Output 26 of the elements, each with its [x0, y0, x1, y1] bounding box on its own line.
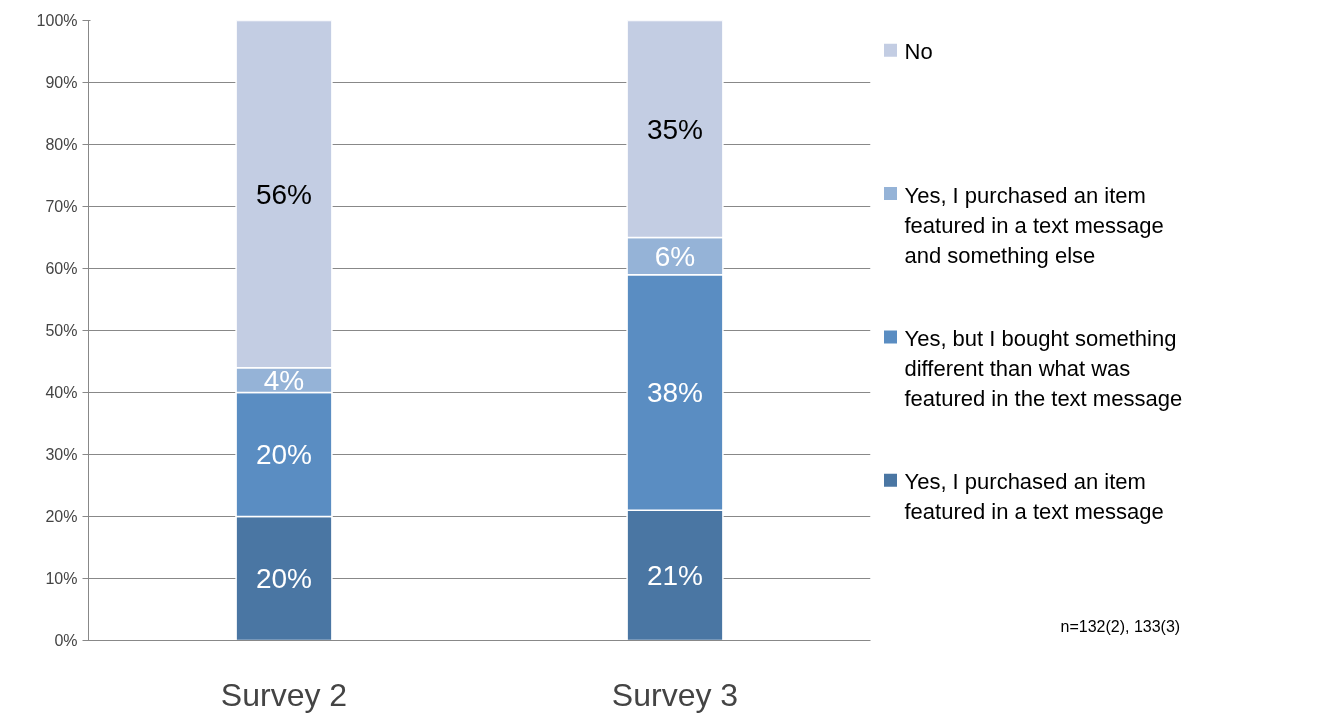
text: n=132(2), 133(3): [1060, 617, 1181, 635]
y-tick-label: 70%: [45, 198, 78, 215]
x-tick-label: Survey 3: [611, 676, 739, 713]
legend-label: Yes, I purchased an item featured in a text message and something else: [904, 182, 1164, 268]
data-label: 20%: [255, 563, 313, 594]
y-tick-label: 60%: [45, 260, 78, 277]
data-label: 21%: [646, 559, 704, 591]
data-label: 6%: [654, 240, 696, 272]
data-label: 35%: [646, 113, 704, 145]
data-label: 38%: [646, 377, 704, 408]
y-tick-label: 80%: [45, 136, 78, 153]
data-label: 56%: [255, 178, 313, 210]
y-tick-label: 50%: [45, 322, 78, 339]
data-label: 4%: [263, 364, 305, 396]
y-tick-label: 20%: [45, 508, 78, 525]
x-tick-label: Survey 2: [220, 676, 348, 713]
legend-label: Yes, I purchased an item featured in a text message: [904, 469, 1164, 525]
y-tick-label: 40%: [45, 384, 78, 401]
data-label: 20%: [255, 439, 313, 470]
legend-label: No: [904, 39, 933, 65]
y-tick-label: 0%: [54, 632, 78, 649]
y-tick-label: 30%: [45, 446, 78, 463]
legend-label: Yes, but I bought something different than what was featured in the text message: [904, 325, 1183, 411]
y-tick-label: 100%: [36, 12, 78, 29]
y-tick-label: 10%: [45, 570, 78, 587]
y-tick-label: 90%: [45, 74, 78, 91]
